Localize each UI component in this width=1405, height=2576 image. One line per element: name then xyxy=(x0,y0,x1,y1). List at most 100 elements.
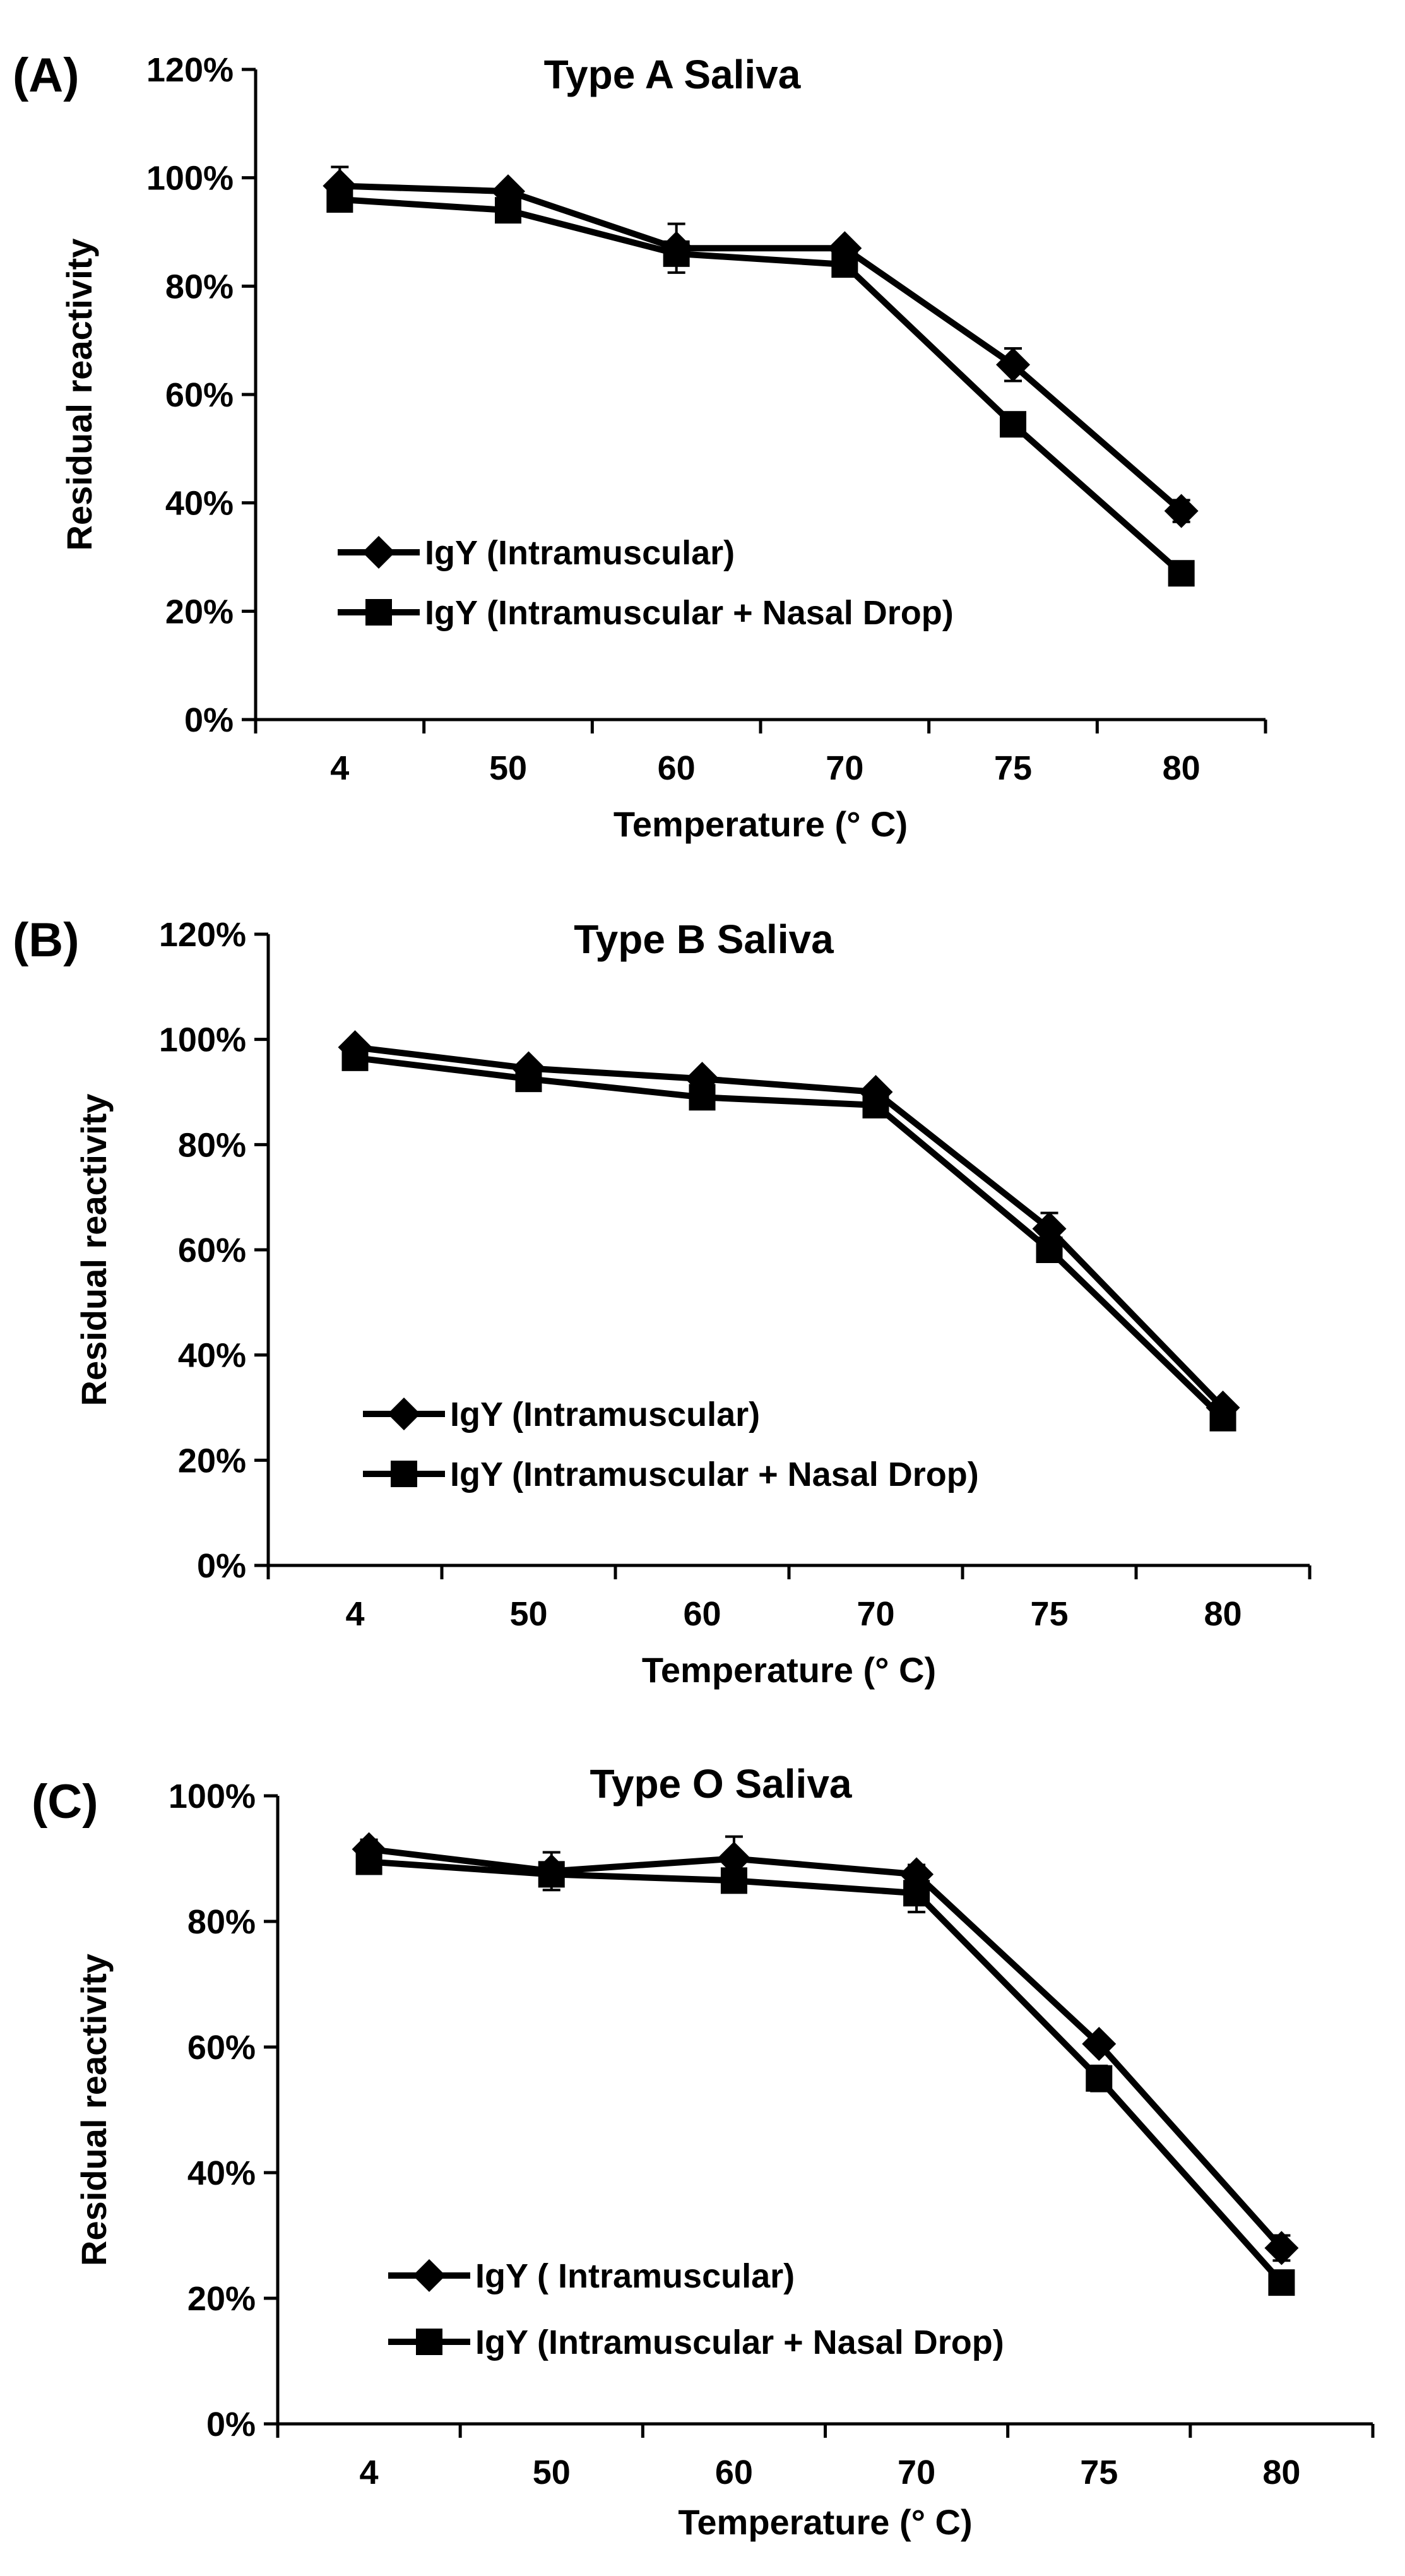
data-point-diamond xyxy=(1082,2027,1117,2062)
x-tick-label: 80 xyxy=(1204,1595,1242,1633)
legend-label: IgY (Intramuscular) xyxy=(450,1396,760,1433)
y-tick-label: 60% xyxy=(187,2029,256,2067)
data-point-square xyxy=(720,1867,747,1894)
series-line xyxy=(369,1858,1284,2285)
y-tick-label: 80% xyxy=(178,1126,246,1164)
legend-entry: IgY (Intramuscular) xyxy=(338,534,735,572)
x-tick-label: 4 xyxy=(360,2454,379,2491)
data-point-square xyxy=(862,1091,889,1119)
panel-letter: (A) xyxy=(13,49,80,102)
x-tick-label: 75 xyxy=(994,749,1032,787)
y-tick-label: 20% xyxy=(178,1442,246,1480)
x-tick-label: 70 xyxy=(826,749,863,787)
series-line xyxy=(340,182,1183,514)
x-tick-label: 80 xyxy=(1163,749,1200,787)
chart-panel-a: (A) Type A Saliva 0% 20% 40% 60% 80% 100% 120% 4 5… xyxy=(13,49,1267,844)
data-point-square xyxy=(1168,560,1195,587)
y-tick-label: 120% xyxy=(159,916,246,954)
data-point-square xyxy=(515,1065,542,1093)
y-axis-label: Residual reactivity xyxy=(74,1094,114,1406)
legend-entry: IgY (Intramuscular + Nasal Drop) xyxy=(363,1456,979,1493)
data-point-square xyxy=(1268,2269,1295,2296)
data-point-square xyxy=(1036,1237,1063,1263)
y-tick-label: 40% xyxy=(187,2154,256,2192)
series-line xyxy=(354,1054,1225,1421)
series-intramuscular-nasal-drop xyxy=(326,186,1195,587)
legend-marker-diamond xyxy=(362,536,395,569)
x-tick-label: 70 xyxy=(898,2454,935,2491)
x-tick-label: 50 xyxy=(533,2454,571,2491)
data-point-diamond xyxy=(1164,494,1199,528)
series-line xyxy=(368,1846,1284,2250)
data-point-square xyxy=(903,1880,930,1907)
series-intramuscular-nasal-drop xyxy=(341,1044,1236,1432)
chart-title: Type A Saliva xyxy=(544,52,801,97)
y-tick-label: 20% xyxy=(187,2280,256,2318)
legend-marker-square xyxy=(416,2329,442,2355)
x-tick-label: 75 xyxy=(1080,2454,1118,2491)
panel-letter: (C) xyxy=(32,1775,98,1829)
legend-entry: IgY (Intramuscular + Nasal Drop) xyxy=(338,594,954,632)
legend-label: IgY (Intramuscular) xyxy=(425,534,735,572)
y-tick-label: 0% xyxy=(197,1547,246,1585)
y-axis-label: Residual reactivity xyxy=(74,1954,114,2266)
x-tick-label: 50 xyxy=(489,749,527,787)
data-point-square xyxy=(1209,1404,1236,1432)
data-point-diamond xyxy=(716,1841,751,1876)
data-point-square xyxy=(1000,411,1026,438)
chart-title: Type B Saliva xyxy=(574,917,834,962)
x-tick-label: 60 xyxy=(658,749,696,787)
y-tick-label: 60% xyxy=(178,1232,246,1269)
chart-panel-c: (C) Type O Saliva 0% 20% 40% 60% 80% 100% 4 50 60 7… xyxy=(32,1761,1375,2542)
data-point-diamond xyxy=(996,347,1030,382)
x-axis-label: Temperature (° C) xyxy=(678,2502,972,2542)
panel-letter: (B) xyxy=(13,913,80,967)
data-point-square xyxy=(663,240,690,267)
data-point-diamond xyxy=(1264,2231,1299,2265)
legend-label: IgY ( Intramuscular) xyxy=(475,2257,795,2295)
y-tick-label: 0% xyxy=(206,2406,256,2443)
legend-label: IgY (Intramuscular + Nasal Drop) xyxy=(450,1456,979,1493)
legend-entry: IgY (Intramuscular) xyxy=(363,1396,760,1433)
y-tick-label: 0% xyxy=(184,701,234,739)
data-point-square xyxy=(831,251,858,278)
y-tick-label: 40% xyxy=(165,485,234,523)
data-point-square xyxy=(538,1861,565,1888)
y-axis-label: Residual reactivity xyxy=(59,239,99,551)
y-tick-label: 120% xyxy=(146,51,234,89)
y-tick-label: 20% xyxy=(165,593,234,631)
chart-panel-b: (B) Type B Saliva 0% 20% 40% 60% 80% 100% 120% 4 5… xyxy=(13,913,1312,1690)
x-tick-label: 80 xyxy=(1262,2454,1300,2491)
data-point-square xyxy=(495,197,521,224)
series-line xyxy=(354,1044,1226,1410)
legend-marker-square xyxy=(391,1461,417,1487)
x-tick-label: 60 xyxy=(715,2454,753,2491)
x-tick-label: 50 xyxy=(509,1595,547,1633)
series-intramuscular xyxy=(338,1030,1240,1425)
y-tick-label: 100% xyxy=(146,160,234,198)
legend-entry: IgY (Intramuscular + Nasal Drop) xyxy=(388,2324,1004,2361)
data-point-square xyxy=(355,1848,382,1875)
data-point-square xyxy=(326,186,353,213)
legend-marker-diamond xyxy=(413,2259,446,2292)
x-tick-label: 4 xyxy=(345,1595,364,1633)
x-axis-label: Temperature (° C) xyxy=(614,804,908,844)
y-tick-label: 80% xyxy=(187,1903,256,1941)
data-point-square xyxy=(689,1084,716,1111)
y-tick-label: 40% xyxy=(178,1337,246,1375)
x-axis-label: Temperature (° C) xyxy=(642,1650,936,1690)
chart-title: Type O Saliva xyxy=(590,1761,852,1807)
x-tick-label: 75 xyxy=(1030,1595,1068,1633)
y-tick-label: 60% xyxy=(165,376,234,414)
series-intramuscular-nasal-drop xyxy=(355,1848,1295,2296)
legend-marker-diamond xyxy=(388,1398,420,1430)
x-tick-label: 4 xyxy=(330,749,349,787)
series-intramuscular xyxy=(352,1832,1299,2265)
y-tick-label: 80% xyxy=(165,268,234,306)
legend-label: IgY (Intramuscular + Nasal Drop) xyxy=(425,594,954,632)
legend-marker-square xyxy=(365,599,392,626)
x-tick-label: 70 xyxy=(857,1595,894,1633)
data-point-square xyxy=(1086,2065,1113,2092)
y-tick-label: 100% xyxy=(159,1021,246,1059)
